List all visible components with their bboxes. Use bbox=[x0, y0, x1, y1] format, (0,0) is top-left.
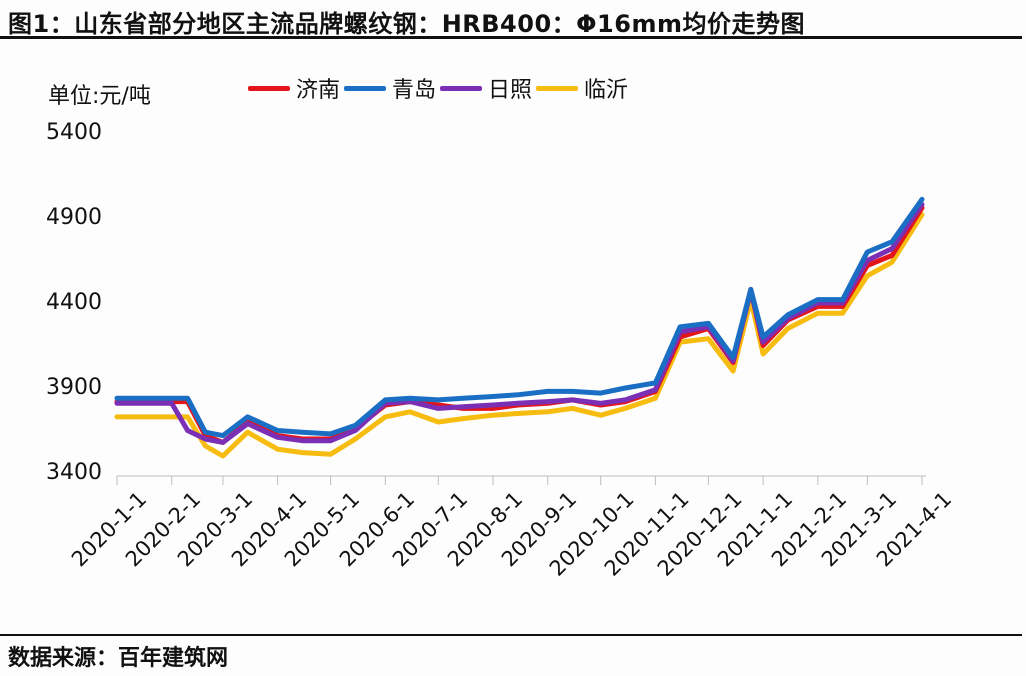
legend-swatch-jinan bbox=[248, 85, 290, 91]
legend-label-rizhao: 日照 bbox=[488, 78, 533, 103]
legend-swatch-linyi bbox=[536, 85, 579, 91]
chart-title: 图1：山东省部分地区主流品牌螺纹钢：HRB400：Φ16mm均价走势图 bbox=[8, 10, 805, 38]
legend-label-qingdao: 青岛 bbox=[392, 78, 437, 103]
legend-item-linyi: 临沂 bbox=[536, 72, 628, 104]
series-line-日照 bbox=[114, 201, 925, 445]
legend-item-rizhao: 日照 bbox=[440, 72, 532, 104]
series-line-临沂 bbox=[114, 212, 925, 459]
series-line-青岛 bbox=[114, 196, 925, 439]
legend-item-jinan: 济南 bbox=[248, 72, 340, 104]
legend-item-qingdao: 青岛 bbox=[344, 72, 436, 104]
legend-swatch-rizhao bbox=[440, 85, 483, 91]
legend-swatch-qingdao bbox=[344, 85, 387, 91]
source-divider bbox=[0, 634, 1022, 636]
legend-label-jinan: 济南 bbox=[296, 78, 341, 103]
series-lines bbox=[114, 196, 925, 459]
y-tick-5400: 5400 bbox=[46, 120, 102, 145]
series-line-济南 bbox=[114, 205, 925, 445]
legend-label-linyi: 临沂 bbox=[584, 78, 629, 103]
chart-legend: 济南 青岛 日照 临沂 bbox=[248, 72, 632, 104]
y-tick-4900: 4900 bbox=[46, 205, 102, 230]
y-tick-4400: 4400 bbox=[46, 290, 102, 315]
y-tick-3400: 3400 bbox=[46, 460, 102, 485]
y-tick-3900: 3900 bbox=[46, 375, 102, 400]
title-divider bbox=[0, 36, 1022, 39]
data-source: 数据来源：百年建筑网 bbox=[8, 646, 229, 671]
x-axis bbox=[116, 475, 926, 485]
y-axis-unit-label: 单位:元/吨 bbox=[48, 84, 151, 109]
